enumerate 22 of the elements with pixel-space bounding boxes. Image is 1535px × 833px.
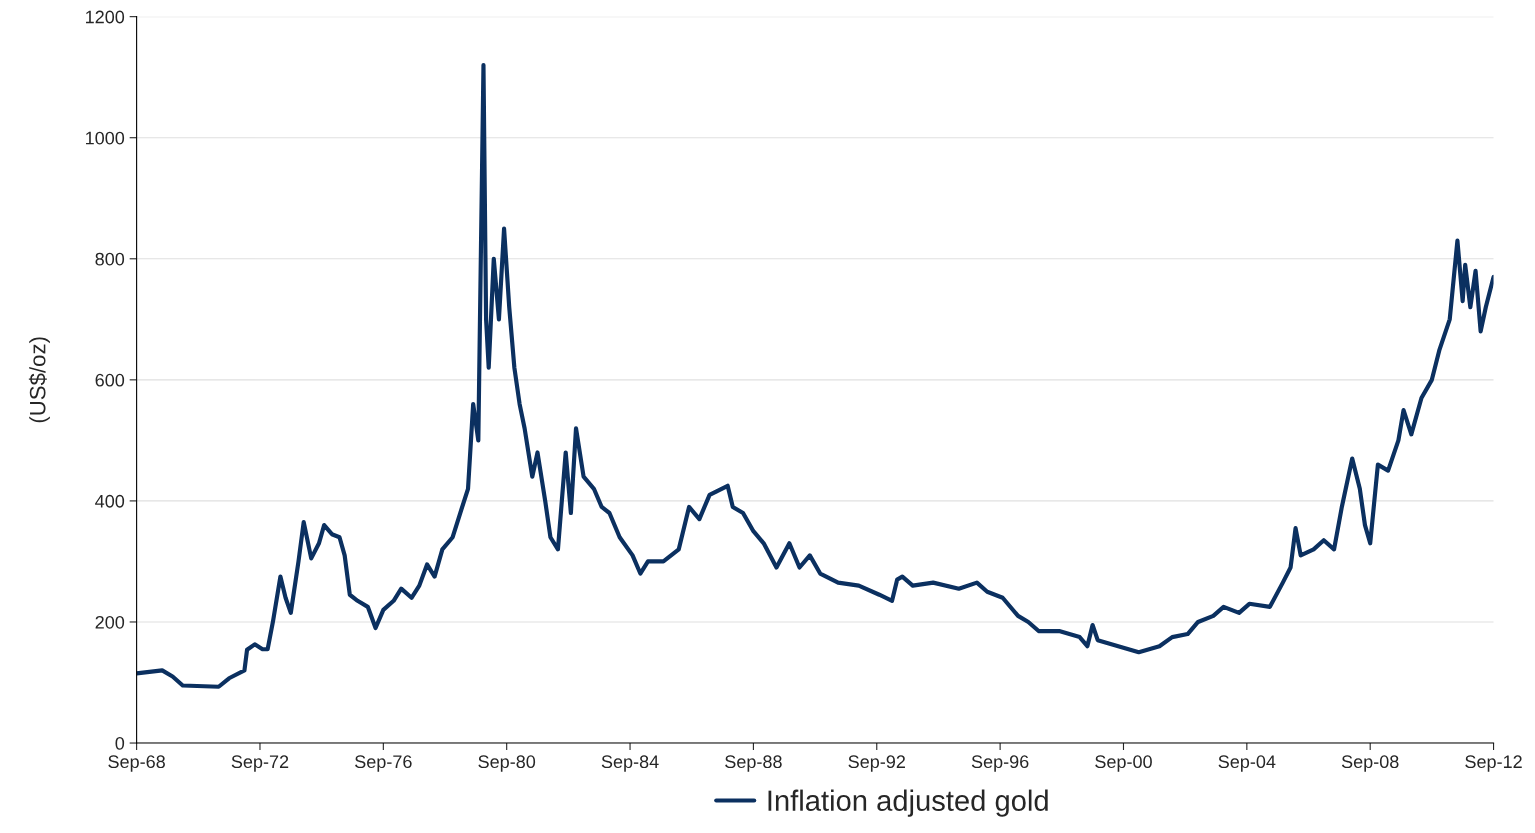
y-tick-label: 200 bbox=[95, 615, 125, 629]
y-tick-label: 400 bbox=[95, 494, 125, 508]
x-tick-label: Sep-72 bbox=[231, 755, 289, 772]
x-tick-label: Sep-68 bbox=[108, 755, 165, 772]
x-tick-label: Sep-76 bbox=[355, 755, 412, 772]
legend-label: Inflation adjusted gold bbox=[768, 789, 1048, 817]
y-tick-label: 0 bbox=[115, 736, 125, 750]
x-tick-label: Sep-80 bbox=[478, 755, 536, 772]
x-tick-label: Sep-00 bbox=[1095, 755, 1152, 772]
y-tick-label: 1200 bbox=[86, 10, 125, 24]
y-axis-title: (US$/oz) bbox=[28, 337, 50, 423]
x-tick-label: Sep-12 bbox=[1465, 755, 1522, 772]
y-tick-label: 600 bbox=[95, 373, 125, 387]
line-series bbox=[136, 63, 1494, 689]
x-tick-label: Sep-08 bbox=[1341, 755, 1399, 772]
x-tick-label: Sep-92 bbox=[848, 755, 905, 772]
x-tick-label: Sep-88 bbox=[725, 755, 782, 772]
x-tick-label: Sep-96 bbox=[971, 755, 1029, 772]
y-tick-label: 1000 bbox=[86, 131, 125, 145]
x-tick-label: Sep-84 bbox=[601, 755, 659, 772]
x-tick-label: Sep-04 bbox=[1218, 755, 1276, 772]
y-tick-label: 800 bbox=[95, 252, 125, 266]
